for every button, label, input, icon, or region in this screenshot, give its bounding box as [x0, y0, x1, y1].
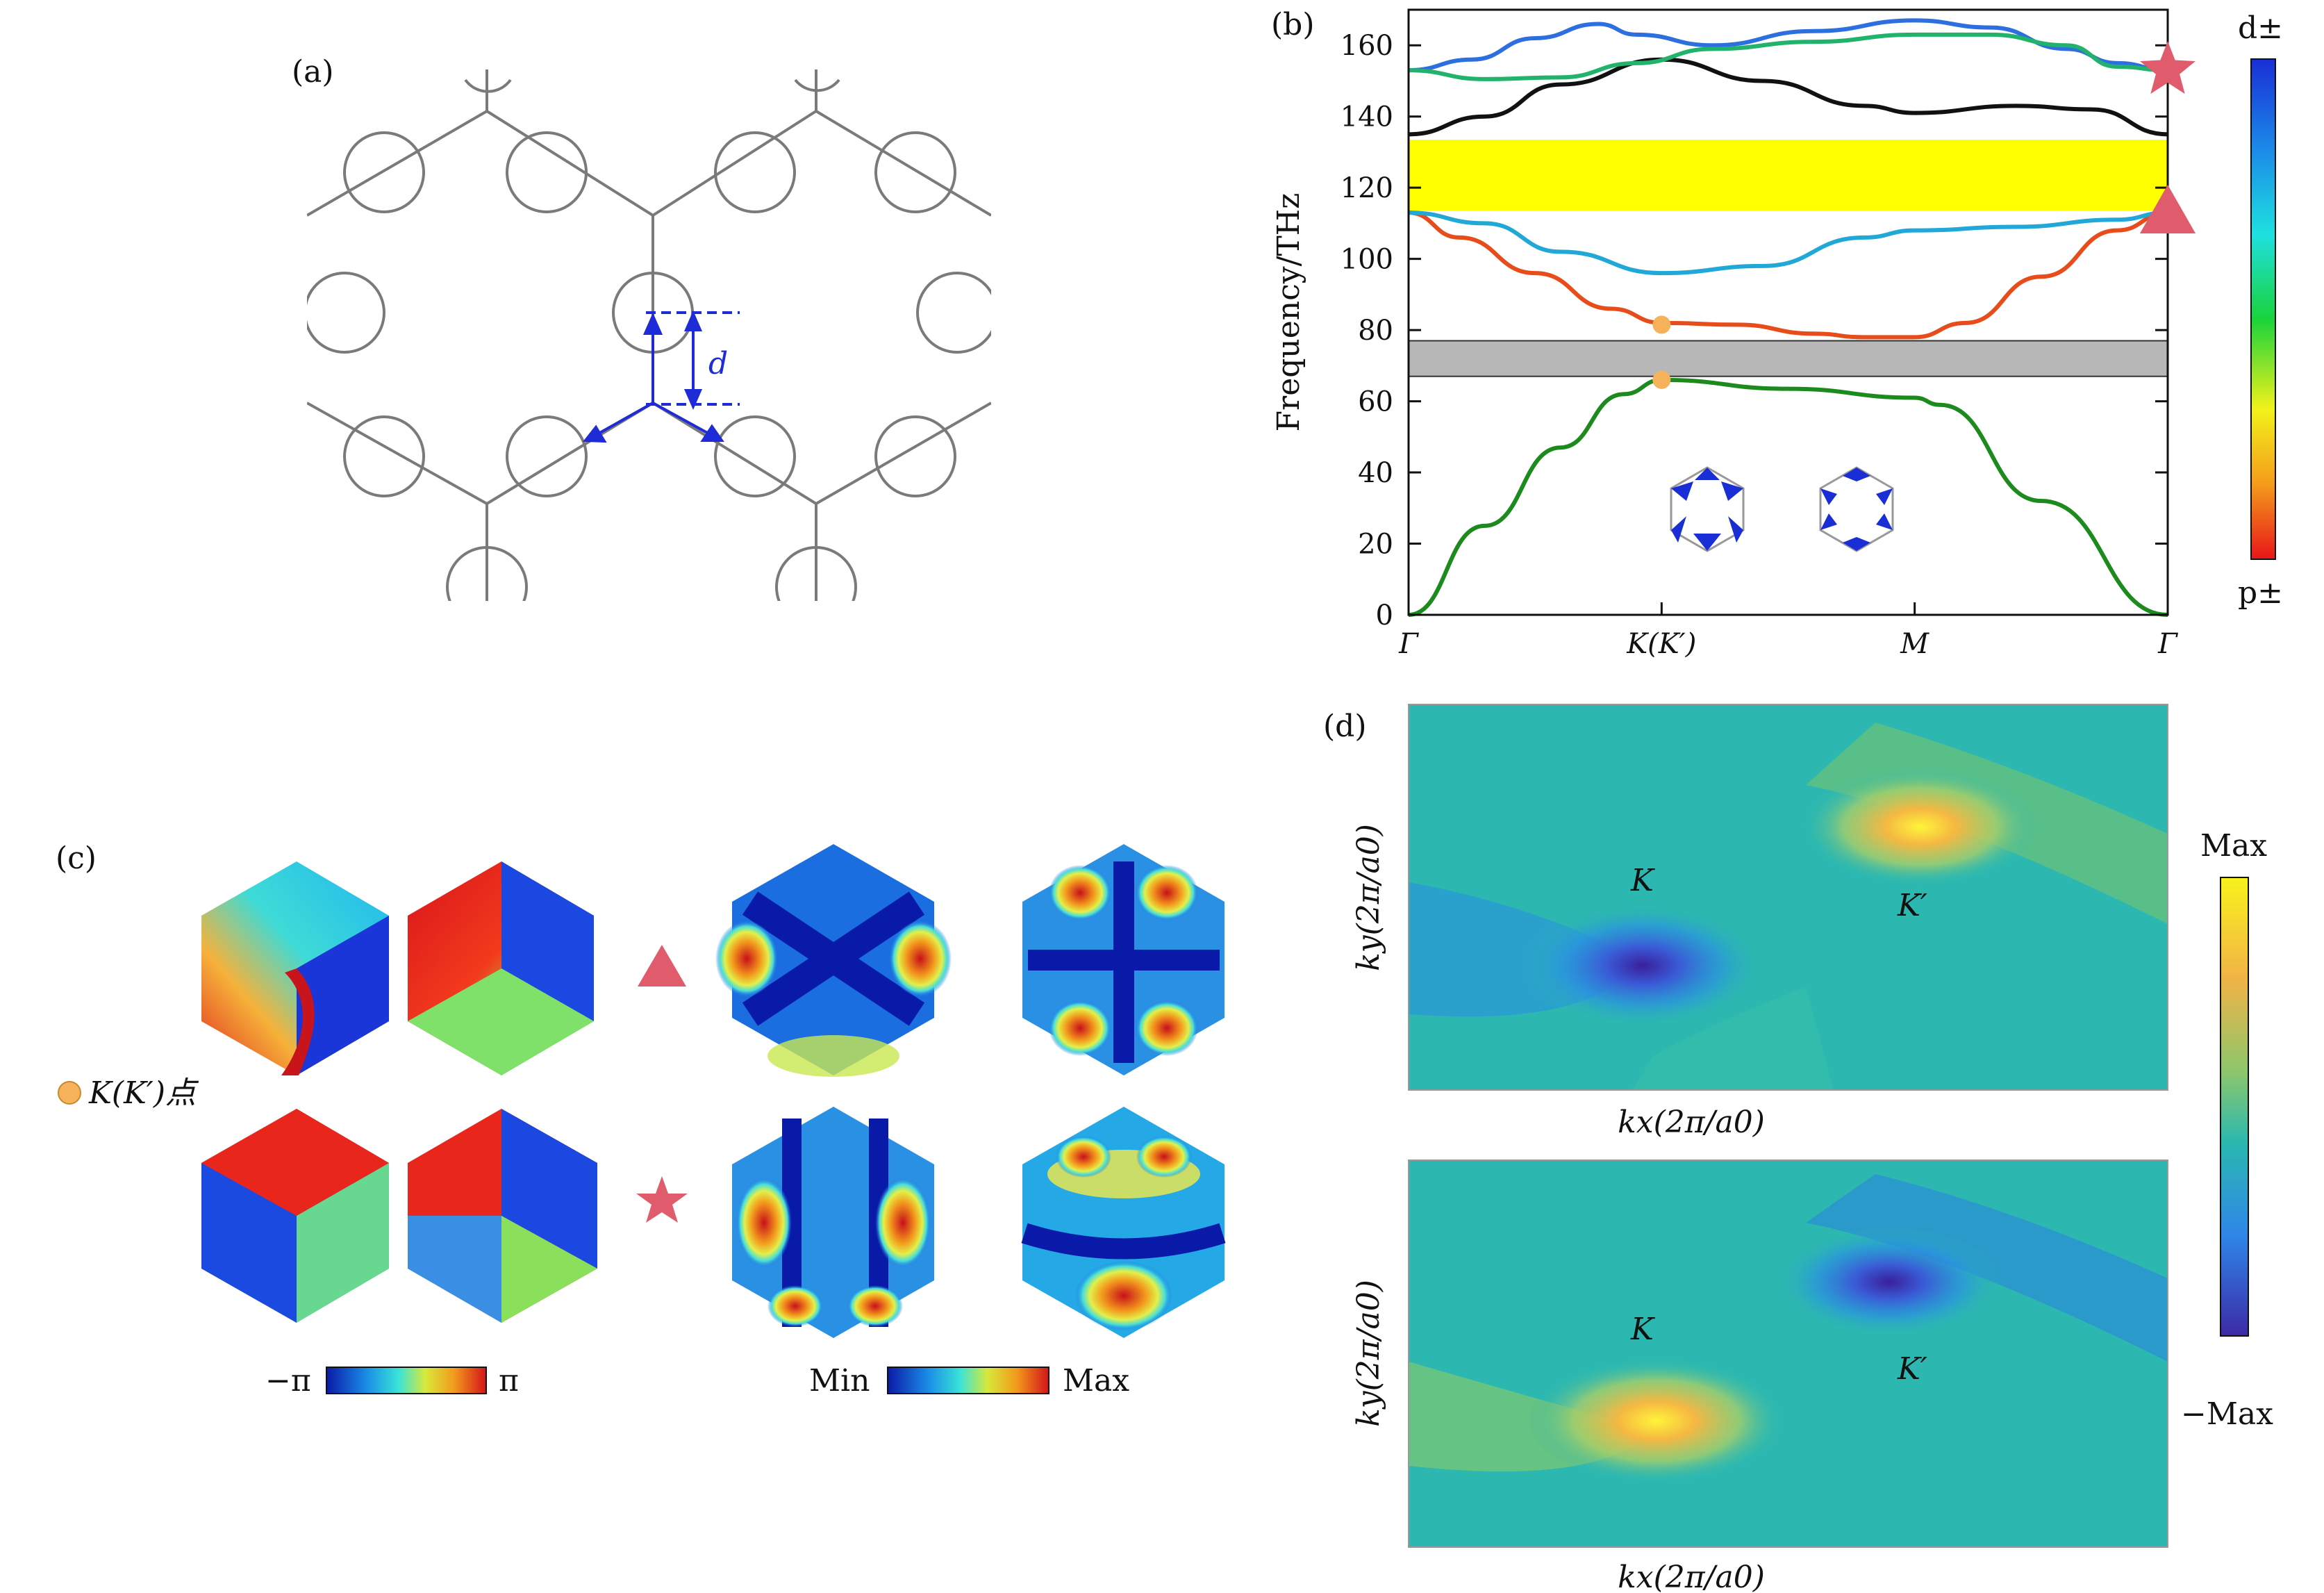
- phase-map-top-2: [408, 861, 594, 1075]
- x-tick-label: K(K′): [1626, 628, 1696, 660]
- band-legend-bottom: p±: [2238, 575, 2283, 611]
- triangle-marker: [638, 945, 686, 987]
- y-tick-label: 40: [1358, 457, 1393, 489]
- marker-star: [2140, 41, 2196, 94]
- series-band5: [1408, 18, 2168, 73]
- x-tick-label: Γ: [1398, 628, 1419, 660]
- displacement-arrows: [582, 310, 740, 443]
- y-tick-label: 120: [1341, 172, 1393, 204]
- marker-circle-2: [1652, 370, 1671, 389]
- band-structure-chart: 0 20 40 60 80 100 120 140 160 Γ K(K′) M Γ Frequency/T…: [1271, 8, 2196, 660]
- amplitude-map-bottom-2: [1021, 1107, 1226, 1338]
- panel-c-label: (c): [56, 841, 97, 876]
- panel-b-label: (b): [1271, 7, 1315, 42]
- bandgap-1: [1408, 340, 2168, 377]
- amplitude-map-top-2: [1022, 844, 1225, 1075]
- k-label-bottom: K: [1630, 1312, 1655, 1347]
- x-tick-label: Γ: [2157, 628, 2178, 660]
- panel-d: (d) K K′ kx(2π/a0) ky(2π/a0) K K′ kx(2π/…: [1323, 704, 2273, 1593]
- berry-curvature-map-top: [1409, 704, 2168, 1090]
- phase-max-label: π: [499, 1363, 519, 1398]
- k-point-legend-label: K(K′)点: [88, 1075, 199, 1111]
- y-tick-label: 60: [1358, 386, 1393, 418]
- star-marker: [636, 1176, 688, 1223]
- panel-b: (b) 0 20 40 60 80 100 120 140 160 Γ K(K′) M Γ Frequen…: [1271, 7, 2283, 660]
- k-label-top: K: [1630, 863, 1655, 898]
- unit-cell-inset-1: [1670, 466, 1745, 552]
- phase-map-bottom-1: [201, 1109, 389, 1323]
- amp-min-label: Min: [809, 1363, 870, 1398]
- band-legend-colorbar: [2250, 58, 2276, 560]
- series-band6: [1408, 32, 2168, 81]
- y-tick-label: 100: [1341, 244, 1393, 276]
- panel-a: (a): [292, 54, 991, 601]
- marker-circle-1: [1652, 315, 1671, 334]
- band-legend-top: d±: [2238, 10, 2283, 46]
- chart-frame: [1407, 8, 2169, 616]
- d-label: d: [708, 346, 728, 381]
- berry-cb-min: −Max: [2181, 1396, 2273, 1432]
- ky-label-top: ky(2π/a0): [1351, 824, 1386, 971]
- berry-colorbar: [2220, 877, 2249, 1337]
- series-band4: [1408, 57, 2168, 137]
- phase-colorbar: [326, 1367, 487, 1394]
- bandgap-2: [1409, 140, 2168, 211]
- series-band3: [1408, 211, 2168, 276]
- x-tick-label: M: [1900, 628, 1929, 660]
- berry-cb-max: Max: [2200, 828, 2267, 864]
- y-tick-label: 160: [1341, 30, 1393, 62]
- kp-label-top: K′: [1897, 888, 1927, 923]
- panel-c: (c): [56, 841, 1226, 1398]
- panel-a-label: (a): [292, 54, 334, 90]
- k-point-marker-legend: [58, 1081, 81, 1105]
- phase-map-bottom-2: [408, 1109, 597, 1323]
- unit-cell-inset-2: [1819, 466, 1894, 552]
- y-axis-label: Frequency/THz: [1271, 193, 1306, 432]
- phase-min-label: −π: [265, 1363, 311, 1398]
- y-tick-label: 20: [1358, 529, 1393, 561]
- amplitude-map-top-1: [715, 844, 952, 1077]
- marker-triangle: [2140, 185, 2196, 234]
- kp-label-bottom: K′: [1897, 1351, 1927, 1387]
- ky-label-bottom: ky(2π/a0): [1351, 1280, 1386, 1427]
- berry-curvature-map-bottom: [1409, 1160, 2168, 1547]
- amplitude-colorbar: [887, 1367, 1049, 1394]
- kx-label-top: kx(2π/a0): [1618, 1105, 1765, 1140]
- amp-max-label: Max: [1063, 1363, 1129, 1398]
- y-tick-label: 140: [1341, 101, 1393, 133]
- series-band1: [1408, 377, 2168, 617]
- y-tick-label: 0: [1376, 600, 1393, 632]
- series-band2: [1408, 211, 2168, 340]
- y-tick-label: 80: [1358, 315, 1393, 347]
- amplitude-map-bottom-1: [732, 1107, 934, 1338]
- lattice-drawing: [307, 69, 991, 601]
- kx-label-bottom: kx(2π/a0): [1618, 1560, 1765, 1593]
- phase-map-top-1: [201, 861, 389, 1075]
- panel-d-label: (d): [1323, 709, 1367, 744]
